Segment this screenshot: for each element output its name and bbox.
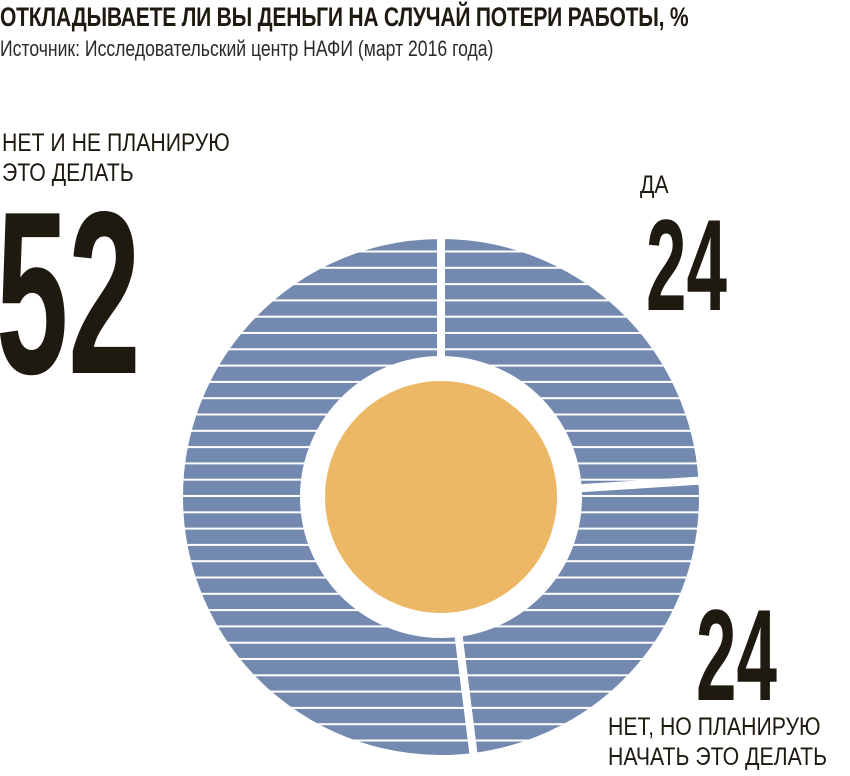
label-yes: ДА [640, 171, 669, 199]
slice-no [175, 230, 479, 763]
label-no-line1: НЕТ И НЕ ПЛАНИРУЮ [2, 129, 230, 157]
center-circle [325, 381, 557, 613]
label-planning-line2: НАЧАТЬ ЭТО ДЕЛАТЬ [608, 743, 828, 771]
label-planning-line1: НЕТ, НО ПЛАНИРУЮ [608, 713, 821, 741]
value-no: 52 [0, 164, 141, 423]
chart-title: ОТКЛАДЫВАЕТЕ ЛИ ВЫ ДЕНЬГИ НА СЛУЧАЙ ПОТЕ… [0, 2, 689, 32]
value-planning: 24 [696, 582, 777, 728]
chart-subtitle: Источник: Исследовательский центр НАФИ (… [0, 36, 494, 61]
value-yes: 24 [646, 192, 727, 338]
label-no-line2: ЭТО ДЕЛАТЬ [2, 159, 134, 187]
slice-planning [453, 476, 707, 762]
slice-yes [437, 230, 707, 493]
